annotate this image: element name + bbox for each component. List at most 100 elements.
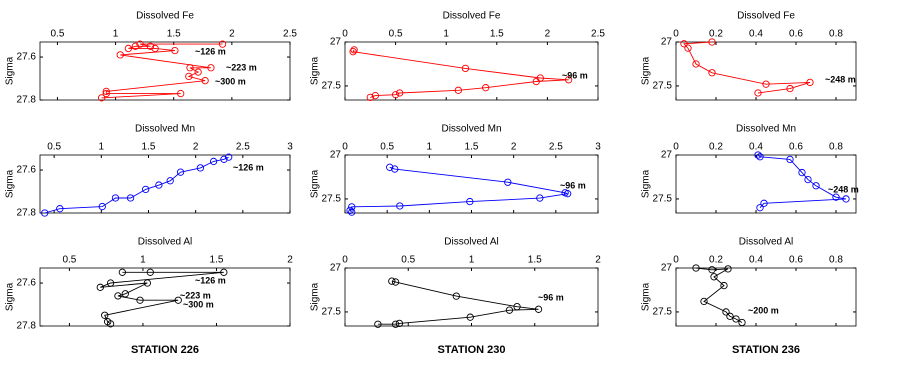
data-point xyxy=(350,46,358,54)
x-tick-label: 1 xyxy=(140,255,146,266)
data-point xyxy=(391,165,399,173)
data-point xyxy=(142,185,150,194)
data-point xyxy=(111,194,120,202)
x-tick-label: 0.8 xyxy=(829,255,843,266)
data-point xyxy=(700,297,708,306)
annotation: ~96 m xyxy=(538,292,564,302)
x-tick-label: 0.5 xyxy=(50,29,64,40)
data-line xyxy=(377,280,539,325)
x-tick-label: 2 xyxy=(545,29,551,40)
data-point xyxy=(395,89,404,97)
y-tick-label: 27.5 xyxy=(653,307,673,318)
data-point xyxy=(121,290,129,298)
annotation: ~200 m xyxy=(748,305,779,315)
data-point xyxy=(185,72,193,81)
chart-title: Dissolved Fe xyxy=(136,11,194,22)
data-line xyxy=(757,154,847,209)
data-point xyxy=(155,181,163,189)
x-tick-label: 2.5 xyxy=(549,142,563,153)
data-point xyxy=(504,178,512,186)
y-tick-label: 27 xyxy=(330,150,342,161)
x-tick-label: 0.6 xyxy=(789,255,803,266)
x-tick-label: 0.4 xyxy=(749,29,763,40)
x-tick-label: 0.6 xyxy=(789,29,803,40)
data-line xyxy=(683,41,811,94)
data-point xyxy=(513,303,521,311)
x-tick-label: 0.2 xyxy=(709,255,723,266)
data-point xyxy=(220,268,228,276)
x-tick-label: 2 xyxy=(287,255,293,266)
data-point xyxy=(832,193,840,201)
x-tick-label: 0.5 xyxy=(62,255,76,266)
x-tick-label: 2 xyxy=(511,142,517,153)
data-point xyxy=(174,296,182,304)
station-label: STATION 226 xyxy=(131,344,199,356)
x-tick-label: 2.5 xyxy=(591,29,605,40)
annotation: ~126 m xyxy=(195,46,226,56)
annotation: ~223 m xyxy=(180,290,211,300)
data-point xyxy=(166,177,174,185)
axes-box xyxy=(39,267,291,327)
data-point xyxy=(786,84,794,93)
data-point xyxy=(225,153,233,161)
data-point xyxy=(201,77,209,85)
x-tick-label: 0.8 xyxy=(829,142,843,153)
x-tick-label: 3 xyxy=(595,142,601,153)
data-point xyxy=(395,319,404,328)
y-axis-label: Sigma xyxy=(310,169,321,198)
y-axis-label: Sigma xyxy=(641,282,652,311)
data-point xyxy=(391,320,400,328)
data-point xyxy=(171,46,179,55)
x-tick-label: 0 xyxy=(342,29,348,40)
x-tick-label: 2.5 xyxy=(236,142,250,153)
chart-title: Dissolved Mn xyxy=(736,124,796,135)
x-tick-label: 0.5 xyxy=(380,142,394,153)
y-axis-label: Sigma xyxy=(641,56,652,85)
data-point xyxy=(177,89,185,98)
y-tick-label: 27.5 xyxy=(322,194,342,205)
x-tick-label: 1.5 xyxy=(528,255,542,266)
x-tick-label: 2 xyxy=(595,255,601,266)
data-point xyxy=(118,268,127,276)
chart-title: Dissolved Al xyxy=(739,237,793,248)
data-point xyxy=(391,91,400,99)
chart-title: Dissolved Fe xyxy=(737,11,795,22)
y-tick-label: 27.5 xyxy=(653,81,673,92)
y-axis-label: Sigma xyxy=(5,282,16,311)
annotation: ~126 m xyxy=(195,275,226,285)
data-point xyxy=(563,190,572,198)
y-tick-label: 27.6 xyxy=(17,278,37,289)
data-point xyxy=(98,202,106,211)
axes-box xyxy=(675,154,857,214)
data-point xyxy=(374,320,382,328)
data-point xyxy=(196,164,205,172)
x-tick-label: 1 xyxy=(443,29,449,40)
data-point xyxy=(146,268,154,276)
x-tick-label: 0 xyxy=(342,142,348,153)
data-point xyxy=(348,203,356,211)
data-point xyxy=(806,78,814,87)
y-tick-label: 27 xyxy=(330,37,342,48)
data-point xyxy=(452,292,460,300)
data-point xyxy=(724,265,732,273)
data-point xyxy=(194,68,202,76)
data-point xyxy=(722,308,730,316)
x-tick-label: 0.5 xyxy=(47,142,61,153)
annotation: ~223 m xyxy=(226,62,257,72)
annotation: ~96 m xyxy=(562,70,588,80)
station-label: STATION 230 xyxy=(437,344,505,356)
data-point xyxy=(102,89,110,98)
data-point xyxy=(209,157,218,166)
annotation: ~300 m xyxy=(183,299,214,309)
station-label: STATION 236 xyxy=(732,344,800,356)
data-point xyxy=(532,77,540,86)
data-line xyxy=(44,156,229,214)
data-point xyxy=(136,40,144,48)
data-point xyxy=(348,208,356,216)
data-point xyxy=(124,44,133,53)
x-tick-label: 1.5 xyxy=(465,142,479,153)
y-tick-label: 27 xyxy=(661,37,673,48)
annotation: ~248 m xyxy=(825,74,856,84)
data-point xyxy=(151,44,159,53)
